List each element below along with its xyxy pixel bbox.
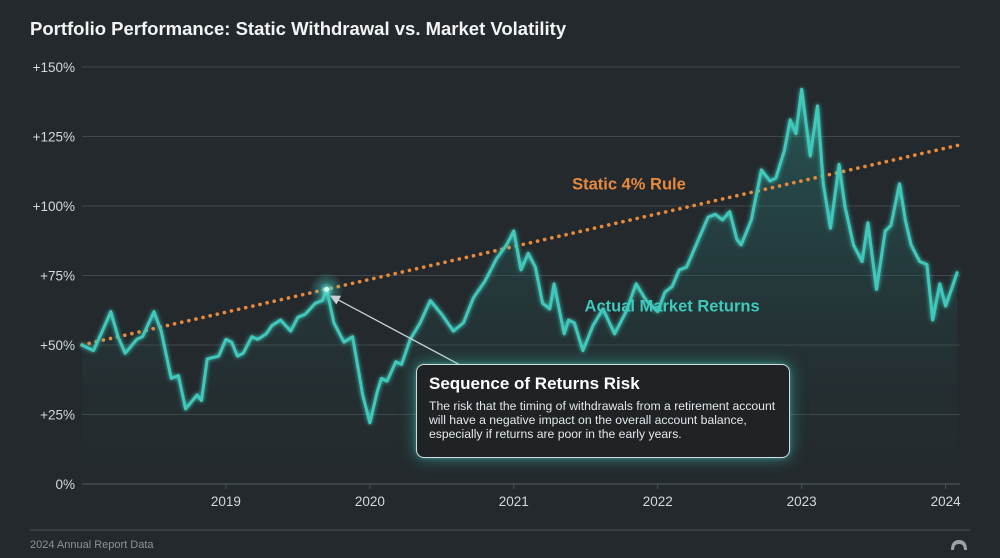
- logo-icon: [951, 540, 967, 550]
- callout-arrow: [329, 295, 463, 367]
- x-tick-label: 2019: [211, 494, 241, 509]
- y-tick-label: +150%: [33, 60, 75, 75]
- x-tick-label: 2020: [355, 494, 385, 509]
- x-tick-label: 2021: [499, 494, 529, 509]
- y-tick-labels: 0% +25% +50% +75% +100% +125% +150%: [33, 60, 75, 492]
- y-tick-label: +50%: [40, 338, 75, 353]
- x-tick-label: 2022: [643, 494, 673, 509]
- glow-marker-core: [324, 286, 330, 292]
- x-tick-label: 2024: [931, 494, 962, 509]
- annotation-layer: Static 4% Rule Actual Market Returns: [309, 175, 760, 367]
- chart-title: Portfolio Performance: Static Withdrawal…: [30, 18, 567, 39]
- x-tick-labels: 2019 2020 2021 2022 2023 2024: [211, 494, 961, 509]
- footer-source: 2024 Annual Report Data: [30, 539, 154, 551]
- static-rule-label: Static 4% Rule: [572, 175, 686, 193]
- callout-title: Sequence of Returns Risk: [429, 374, 640, 393]
- market-returns-label: Actual Market Returns: [585, 298, 760, 316]
- static-rule-line: [80, 143, 962, 347]
- callout-box: Sequence of Returns Risk The risk that t…: [416, 364, 790, 458]
- y-tick-label: 0%: [55, 477, 75, 492]
- y-tick-label: +25%: [40, 408, 75, 423]
- y-tick-label: +75%: [40, 269, 75, 284]
- y-tick-label: +125%: [33, 130, 75, 145]
- callout-body: The risk that the timing of withdrawals …: [429, 399, 776, 441]
- x-tick-label: 2023: [787, 494, 817, 509]
- y-tick-label: +100%: [33, 199, 75, 214]
- market-returns-line: [80, 87, 959, 425]
